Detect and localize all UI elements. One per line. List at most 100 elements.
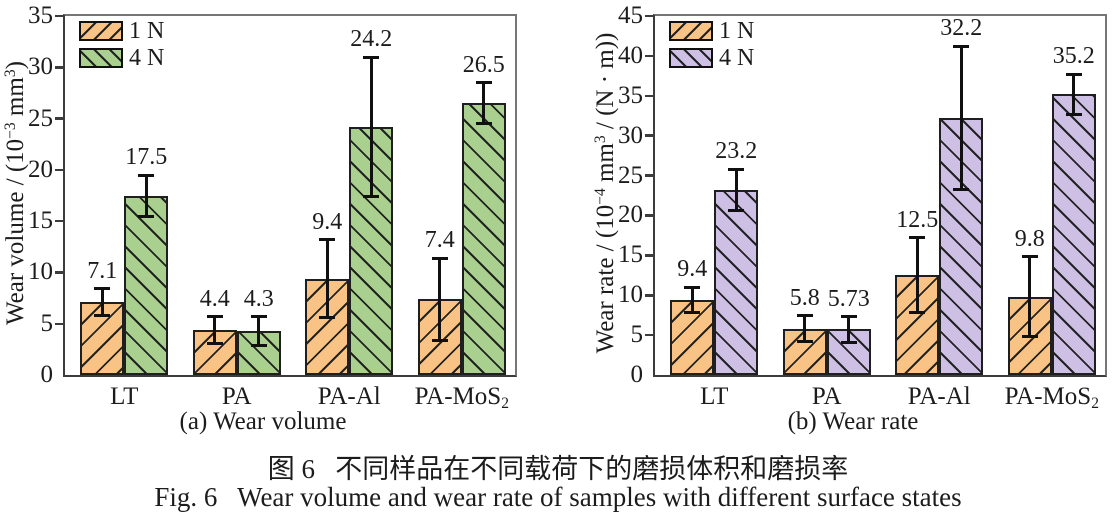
value-label: 5.8 <box>789 284 820 311</box>
bar-4-n-lt <box>124 195 169 375</box>
error-bar-cap-bottom <box>206 341 223 345</box>
y-tick-mark <box>645 294 655 297</box>
error-bar <box>325 239 329 318</box>
y-tick-label: 45 <box>618 2 643 29</box>
y-tick-mark <box>55 219 65 223</box>
legend-label-1-n: 1 N <box>719 18 755 44</box>
y-tick-mark <box>55 66 65 69</box>
error-bar <box>959 46 963 190</box>
y-tick-label: 40 <box>618 41 643 69</box>
error-bar-cap-bottom <box>94 314 111 318</box>
value-label: 26.5 <box>462 51 505 78</box>
value-label: 4.3 <box>243 285 274 312</box>
x-category-label: LT <box>110 383 139 410</box>
error-bar-cap-bottom <box>796 340 813 343</box>
error-bar-cap-top <box>796 314 813 318</box>
value-label: 24.2 <box>350 26 393 53</box>
error-bar-cap-top <box>363 55 380 59</box>
bar-1-n-pa-al <box>895 275 940 375</box>
y-tick-label: 0 <box>40 361 54 388</box>
x-category-label: PA-Al <box>317 383 381 410</box>
error-bar-cap-top <box>138 173 155 177</box>
y-tick-label: 30 <box>618 121 643 149</box>
y-tick-label: 30 <box>28 53 53 81</box>
plot-area: 0 5 10 15 20 25 30 35 7.1 17.5 LT 4.4 4.3 PA 9.4 24.2 PA… <box>28 3 517 411</box>
bar-4-n-pa <box>236 330 281 375</box>
error-bar-cap-bottom <box>431 338 448 342</box>
y-tick-mark <box>645 94 655 98</box>
y-tick-label: 35 <box>28 2 53 29</box>
bar-4-n-pa-mos2 <box>461 103 506 375</box>
value-label: 9.8 <box>1014 225 1045 252</box>
value-label: 12.5 <box>896 206 939 233</box>
error-bar <box>1072 74 1076 115</box>
legend-label-1-n: 1 N <box>129 18 165 44</box>
y-tick-label: 10 <box>28 258 53 286</box>
panel-caption-a: (a) Wear volume <box>179 408 347 435</box>
error-bar-cap-bottom <box>1065 112 1082 116</box>
plot-area: 0 5 10 15 20 25 30 35 40 45 9.4 23.2 LT 5.8 5.73 PA 12.5… <box>618 3 1107 411</box>
error-bar-cap-top <box>431 256 448 260</box>
y-tick-mark <box>645 214 655 217</box>
bar-4-n-lt <box>714 189 759 375</box>
value-label: 7.4 <box>424 227 455 254</box>
y-tick-label: 25 <box>618 161 643 189</box>
error-bar-cap-top <box>953 44 970 48</box>
error-bar-cap-top <box>684 285 701 289</box>
error-bar-cap-top <box>206 315 223 319</box>
error-bar-cap-top <box>94 287 111 291</box>
x-category-label: LT <box>700 383 729 410</box>
value-label: 9.4 <box>677 256 708 283</box>
value-label: 4.4 <box>199 285 230 312</box>
error-bar-cap-top <box>475 81 492 85</box>
error-bar <box>803 315 807 342</box>
error-bar <box>144 175 148 217</box>
error-bar-cap-top <box>909 236 926 240</box>
error-bar-cap-bottom <box>363 195 380 199</box>
error-bar <box>257 316 261 346</box>
value-label: 23.2 <box>715 138 758 165</box>
y-tick-mark <box>55 168 65 172</box>
y-tick-label: 20 <box>28 155 53 183</box>
y-tick-mark <box>645 174 655 177</box>
y-tick-label: 5 <box>40 309 54 337</box>
error-bar <box>847 316 851 343</box>
error-bar-cap-top <box>1065 72 1082 76</box>
legend-swatch-4-n <box>669 48 713 68</box>
value-label: 7.1 <box>87 257 118 284</box>
y-tick-mark <box>645 333 655 337</box>
figure-caption-english: Fig. 6 Wear volume and wear rate of samp… <box>154 482 962 512</box>
y-tick-label: 15 <box>28 207 53 235</box>
y-tick-mark <box>645 54 655 58</box>
y-tick-mark <box>55 322 65 325</box>
error-bar <box>734 169 738 211</box>
bar-4-n-pa-mos2 <box>1051 94 1096 375</box>
value-label: 5.73 <box>827 285 870 312</box>
error-bar <box>690 287 694 313</box>
value-label: 9.4 <box>312 208 343 235</box>
value-label: 17.5 <box>125 144 168 170</box>
bar-4-n-pa-al <box>349 126 394 375</box>
y-tick-mark <box>645 254 655 257</box>
error-bar-cap-bottom <box>138 214 155 218</box>
value-label: 32.2 <box>940 15 983 42</box>
y-tick-mark <box>55 117 65 120</box>
error-bar <box>482 82 486 124</box>
error-bar <box>100 288 104 316</box>
x-category-label: PA-MoS2 <box>1004 383 1099 412</box>
error-bar-cap-bottom <box>909 311 926 315</box>
x-category-label: PA-Al <box>907 383 971 410</box>
legend-swatch-4-n <box>79 48 123 68</box>
error-bar <box>213 316 217 344</box>
error-bar <box>369 57 373 197</box>
error-bar-cap-bottom <box>250 343 267 347</box>
error-bar-cap-bottom <box>840 340 857 344</box>
y-tick-label: 5 <box>630 321 644 349</box>
error-bar <box>915 237 919 313</box>
error-bar-cap-bottom <box>1021 335 1038 339</box>
error-bar-cap-top <box>1021 255 1038 259</box>
x-category-label: PA <box>221 383 252 410</box>
error-bar-cap-top <box>250 315 267 319</box>
error-bar <box>1028 256 1032 337</box>
